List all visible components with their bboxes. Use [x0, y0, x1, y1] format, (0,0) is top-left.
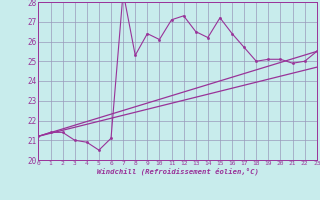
X-axis label: Windchill (Refroidissement éolien,°C): Windchill (Refroidissement éolien,°C)	[97, 168, 259, 175]
